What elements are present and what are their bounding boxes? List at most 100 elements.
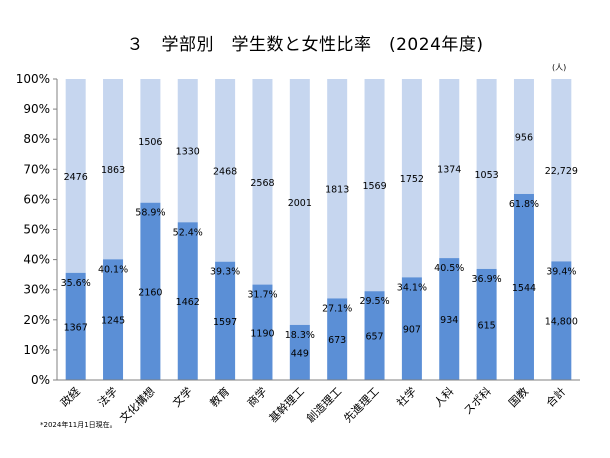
bar-segment-upper <box>439 79 460 259</box>
bar-percent-label: 40.1% <box>98 264 128 275</box>
bar-segment-lower <box>513 193 534 380</box>
bar-count-label-lower: 673 <box>328 335 346 346</box>
bar-segment-upper <box>327 79 348 299</box>
y-tick-label: 100% <box>16 72 50 86</box>
y-tick-label: 90% <box>23 102 50 116</box>
bar-segment-lower <box>252 284 273 380</box>
unit-label: (人) <box>552 63 567 72</box>
bar-segment-lower <box>65 272 86 380</box>
bar-count-label-upper: 1863 <box>101 165 125 176</box>
x-category-label: 教育 <box>207 384 232 409</box>
y-tick-label: 80% <box>23 132 50 146</box>
bar-segment-lower <box>327 298 348 380</box>
bar-segment-lower <box>140 202 161 380</box>
bar-segment-upper <box>476 79 497 269</box>
bar-segment-upper <box>140 79 161 203</box>
bar-segment-upper <box>551 79 572 262</box>
bar-count-label-upper: 2468 <box>213 166 237 177</box>
y-tick-label: 60% <box>23 192 50 206</box>
bar-percent-label: 40.5% <box>434 263 464 274</box>
bar-count-label-upper: 1374 <box>437 165 461 176</box>
bar-count-label-upper: 1813 <box>325 185 349 196</box>
bar-percent-label: 61.8% <box>509 199 539 210</box>
bar-count-label-lower: 657 <box>365 332 383 343</box>
x-category-label: 文学 <box>169 384 194 409</box>
bar-count-label-upper: 1053 <box>475 170 499 181</box>
bar-segment-lower <box>289 324 310 380</box>
y-tick-label: 10% <box>23 343 50 357</box>
bar-segment-upper <box>177 79 198 223</box>
x-category-label: 法学 <box>95 384 120 409</box>
bar-segment-lower <box>551 261 572 380</box>
bar-segment-upper <box>401 79 422 278</box>
x-category-label: 文化構想 <box>117 384 158 425</box>
bar-percent-label: 18.3% <box>285 330 315 341</box>
bar-percent-label: 36.9% <box>472 274 502 285</box>
bar-percent-label: 35.6% <box>61 278 91 289</box>
bar-count-label-lower: 1367 <box>64 322 88 333</box>
bar-segment-lower <box>364 291 385 380</box>
x-category-label: 合計 <box>543 384 568 409</box>
bar-segment-lower <box>177 222 198 380</box>
bar-segment-upper <box>289 79 310 325</box>
bar-count-label-lower: 1597 <box>213 317 237 328</box>
bar-count-label-upper: 1752 <box>400 174 424 185</box>
bar-count-label-lower: 615 <box>478 320 496 331</box>
bar-segment-lower <box>439 258 460 380</box>
bar-percent-label: 39.4% <box>546 266 576 277</box>
bar-count-label-lower: 449 <box>291 348 309 359</box>
x-category-label: 国教 <box>506 385 531 410</box>
bar-count-label-upper: 2476 <box>64 172 88 183</box>
bar-percent-label: 52.4% <box>173 227 203 238</box>
bar-segment-lower <box>476 268 497 380</box>
bar-percent-label: 27.1% <box>322 303 352 314</box>
bar-count-label-lower: 1544 <box>512 283 536 294</box>
x-category-label: 政経 <box>57 384 82 409</box>
chart-title: ３ 学部別 学生数と女性比率 (2024年度) <box>126 35 484 55</box>
bar-count-label-upper: 2568 <box>250 178 274 189</box>
x-category-label: 基幹理工 <box>266 384 307 425</box>
x-category-label: スポ科 <box>460 384 493 417</box>
x-category-label: 社学 <box>394 384 419 409</box>
bar-segment-lower <box>215 261 236 380</box>
x-category-label: 創造理工 <box>303 384 344 425</box>
y-tick-label: 30% <box>23 283 50 297</box>
bar-count-label-lower: 907 <box>403 325 421 336</box>
bar-segment-upper <box>513 79 534 194</box>
bar-count-label-upper: 22,729 <box>545 166 578 177</box>
bar-count-label-upper: 1330 <box>176 147 200 158</box>
x-category-label: 商学 <box>244 384 269 409</box>
bar-segment-lower <box>401 277 422 380</box>
bar-segment-upper <box>65 79 86 273</box>
bar-percent-label: 58.9% <box>135 208 165 219</box>
y-tick-label: 40% <box>23 253 50 267</box>
bar-percent-label: 29.5% <box>359 296 389 307</box>
bar-count-label-lower: 14,800 <box>545 317 578 328</box>
bar-count-label-upper: 2001 <box>288 198 312 209</box>
bar-percent-label: 39.3% <box>210 267 240 278</box>
bar-count-label-upper: 956 <box>515 132 533 143</box>
x-category-label: 先進理工 <box>341 385 381 425</box>
y-tick-label: 70% <box>23 162 50 176</box>
bar-segment-upper <box>215 79 236 262</box>
x-category-label: 人科 <box>431 384 456 409</box>
y-tick-label: 0% <box>31 373 50 387</box>
bar-segment-upper <box>252 79 273 285</box>
bar-count-label-lower: 934 <box>440 315 458 326</box>
bar-percent-label: 34.1% <box>397 282 427 293</box>
bar-percent-label: 31.7% <box>247 290 277 301</box>
y-tick-label: 50% <box>23 223 50 237</box>
bar-count-label-lower: 1462 <box>176 297 200 308</box>
bar-segment-upper <box>103 79 124 260</box>
y-tick-label: 20% <box>23 313 50 327</box>
footnote: *2024年11月1日現在。 <box>40 421 117 429</box>
bar-count-label-lower: 2160 <box>138 287 162 298</box>
bar-segment-upper <box>364 79 385 292</box>
bar-count-label-upper: 1506 <box>138 137 162 148</box>
bar-segment-lower <box>103 259 124 380</box>
bar-count-label-upper: 1569 <box>362 181 386 192</box>
bar-count-label-lower: 1245 <box>101 316 125 327</box>
bar-count-label-lower: 1190 <box>250 328 274 339</box>
